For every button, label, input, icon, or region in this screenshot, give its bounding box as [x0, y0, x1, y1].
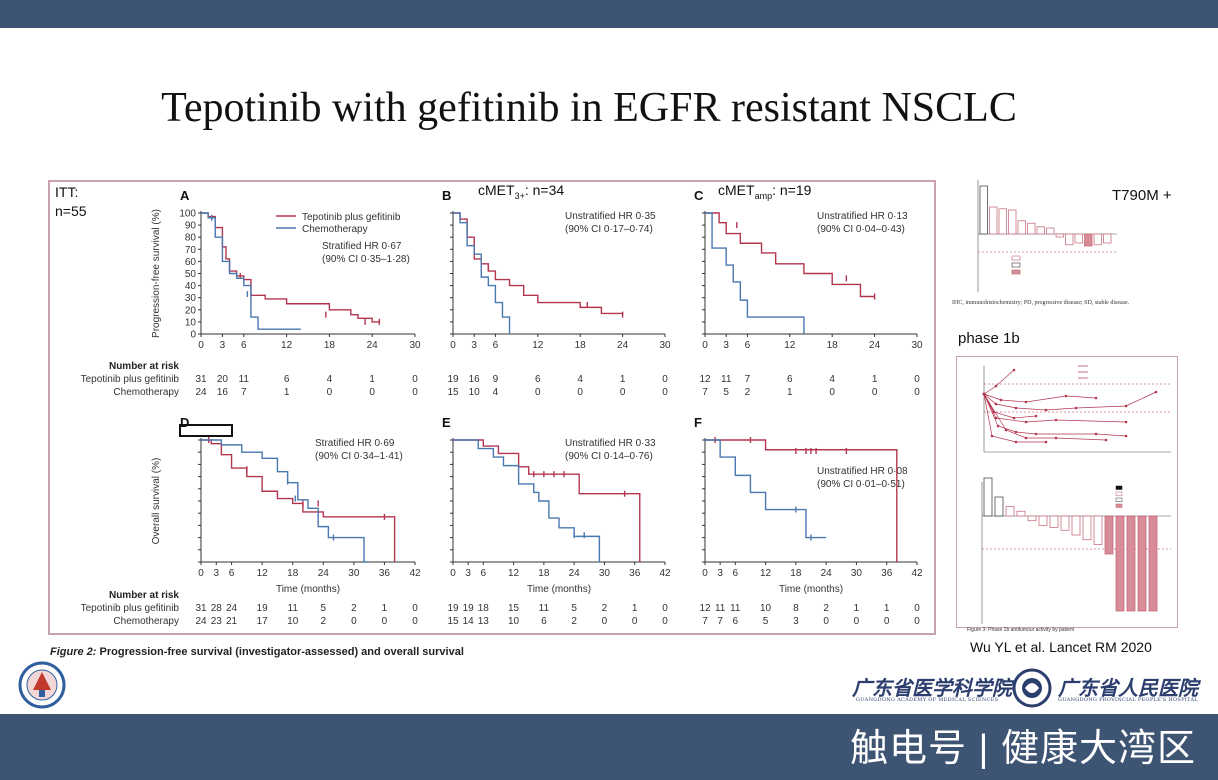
spider-point [1154, 390, 1158, 394]
wf-bar [989, 206, 998, 235]
pwf-bar [1137, 515, 1147, 612]
wf-bar [1065, 233, 1074, 246]
spider-point [1024, 420, 1028, 424]
pwf-bar [1115, 515, 1125, 612]
pwf-bar [1148, 515, 1158, 612]
spider-point [1074, 406, 1078, 410]
pwf-bar [983, 477, 993, 517]
wf-bar [1084, 233, 1093, 247]
spider-point [1012, 368, 1016, 372]
cmetamp-label: cMETamp: n=19 [718, 182, 812, 201]
spider-point [1054, 418, 1058, 422]
spider-point [982, 392, 986, 396]
wf-bar [1008, 209, 1017, 235]
pwf-bar [1038, 515, 1048, 526]
wf-legend-swatch [1011, 262, 1021, 268]
spider-line [983, 393, 1037, 419]
phase1b-caption: Figure 3: Phase 1b antitumour activity b… [967, 627, 1075, 633]
wf-bar [1046, 227, 1055, 235]
spider-point [994, 416, 998, 420]
spider-point [1034, 432, 1038, 436]
t790m-label: T790M + [1112, 187, 1172, 204]
pwf-bar [1126, 515, 1136, 612]
spider-point [1024, 400, 1028, 404]
wf-bar [1074, 233, 1083, 244]
spider-point [1012, 416, 1016, 420]
spider-point [1094, 432, 1098, 436]
pwf-bar [1104, 515, 1114, 555]
academy-logo [18, 661, 66, 709]
spider-point [990, 434, 994, 438]
wf-bar [979, 185, 988, 235]
wf-bar [998, 208, 1007, 235]
spider-line [983, 393, 1046, 443]
pwf-bar [1005, 506, 1015, 517]
spider-point [1014, 430, 1018, 434]
spider-point [1054, 436, 1058, 440]
hospital-logo [1012, 668, 1052, 708]
figure-frame [48, 180, 936, 635]
academy-name-en: GUANGDONG ACADEMY OF MEDICAL SCIENCES [856, 697, 999, 703]
pwf-bar [1093, 515, 1103, 545]
pwf-bar [1082, 515, 1092, 541]
top-bar [0, 0, 1218, 28]
pwf-legend-swatch [1115, 485, 1123, 490]
spider-point [1044, 440, 1048, 444]
itt-n: n=55 [55, 203, 87, 219]
hospital-name: 广东省人民医院 [1058, 676, 1198, 700]
phase1b-figure [956, 356, 1178, 628]
phase1b-label: phase 1b [958, 330, 1020, 347]
bottom-bar [0, 714, 1218, 780]
spider-point [1124, 404, 1128, 408]
waterfall-footnote: IHC, immunohistochemistry; PD, progressi… [952, 300, 1130, 306]
spider-point [1044, 408, 1048, 412]
slide-title: Tepotinib with gefitinib in EGFR resista… [161, 85, 1017, 131]
figure-caption: Figure 2: Progression-free survival (inv… [50, 646, 464, 658]
spider-point [1014, 406, 1018, 410]
wf-bar [1036, 226, 1045, 235]
watermark: 触电号 | 健康大湾区 [850, 728, 1196, 770]
itt-label: ITT: [55, 184, 79, 200]
spider-point [994, 384, 998, 388]
spider-point [1014, 440, 1018, 444]
spider-point [1104, 438, 1108, 442]
pwf-legend-swatch [1115, 497, 1123, 502]
cmet3-label: cMET3+: n=34 [478, 182, 565, 201]
spider-point [999, 398, 1003, 402]
spider-line [983, 393, 1127, 437]
spider-point [994, 402, 998, 406]
pwf-bar [1049, 515, 1059, 528]
wf-legend-swatch [1011, 255, 1021, 261]
spider-point [1124, 420, 1128, 424]
t790m-waterfall [977, 180, 1117, 292]
spider-point [1094, 396, 1098, 400]
spider-point [1004, 428, 1008, 432]
citation: Wu YL et al. Lancet RM 2020 [970, 639, 1152, 655]
spider-point [996, 424, 1000, 428]
hospital-name-en: GUANGDONG PROVINCIAL PEOPLE'S HOSPITAL [1058, 697, 1198, 703]
spider-point [1034, 414, 1038, 418]
wf-bar [1093, 233, 1102, 246]
wf-bar [1055, 233, 1064, 238]
wf-bar [1103, 233, 1112, 244]
wf-bar [1017, 220, 1026, 235]
pwf-bar [1071, 515, 1081, 536]
spider-point [1064, 394, 1068, 398]
pwf-bar [1060, 515, 1070, 531]
pwf-legend-swatch [1115, 503, 1123, 508]
academy-name: 广东省医学科学院 [852, 676, 1012, 700]
wf-bar [1027, 222, 1036, 235]
pwf-bar [1016, 510, 1026, 517]
spider-point [1024, 436, 1028, 440]
pwf-bar [994, 496, 1004, 517]
pwf-bar [1027, 515, 1037, 522]
spider-point [1124, 434, 1128, 438]
pwf-legend-swatch [1115, 491, 1123, 496]
wf-legend-swatch [1011, 269, 1021, 275]
